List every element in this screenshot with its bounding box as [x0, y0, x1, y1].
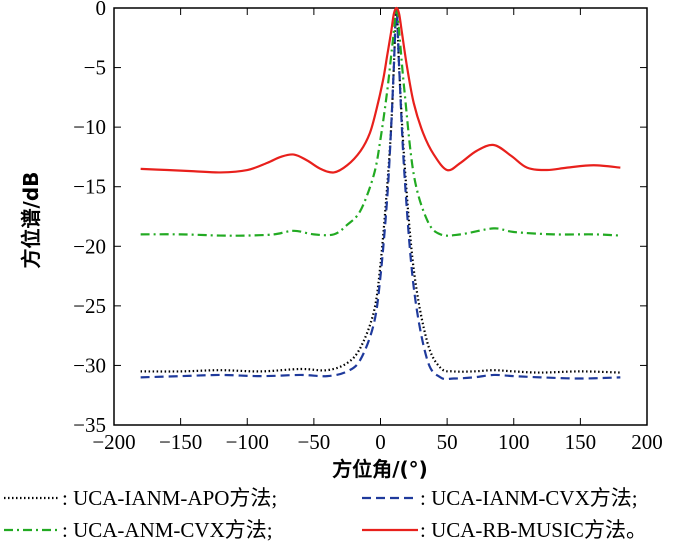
series-line-2 [140, 6, 621, 381]
legend: : UCA-IANM-APO方法; : UCA-IANM-CVX方法; : UCA-… [4, 486, 647, 542]
y-tick-label: −15 [73, 175, 106, 199]
legend-label-2: : UCA-IANM-CVX方法; [420, 486, 638, 510]
x-tick-label: −100 [226, 430, 269, 454]
legend-label-4: : UCA-RB-MUSIC方法。 [420, 518, 647, 542]
y-axis-label: 方位谱/dB [19, 172, 43, 269]
legend-label-3: : UCA-ANM-CVX方法; [62, 518, 273, 542]
x-tick-label: −50 [297, 430, 330, 454]
y-tick-label: −20 [73, 234, 106, 258]
x-tick-label: 200 [631, 430, 663, 454]
y-tick-label: −5 [84, 56, 106, 80]
y-tick-label: −30 [73, 353, 106, 377]
y-tick-label: −10 [73, 115, 106, 139]
x-tick-label: 100 [498, 430, 530, 454]
x-tick-label: 50 [437, 430, 458, 454]
y-tick-label: 0 [96, 0, 107, 20]
y-tick-label: −35 [73, 413, 106, 437]
x-tick-label: 0 [375, 430, 386, 454]
x-tick-label: −200 [92, 430, 135, 454]
series-layer [140, 6, 621, 381]
series-line-1 [140, 6, 621, 374]
y-axis-ticks: 0 −5 −10 −15 −20 −25 −30 −35 [73, 0, 647, 437]
y-tick-label: −25 [73, 294, 106, 318]
x-tick-label: −150 [159, 430, 202, 454]
series-line-4 [140, 6, 621, 174]
x-axis-ticks: −200 −150 −100 −50 0 50 100 150 200 [92, 8, 663, 454]
plot-area-frame [113, 7, 648, 426]
x-axis-label: 方位角/(°) [332, 457, 428, 481]
legend-label-1: : UCA-IANM-APO方法; [62, 486, 277, 510]
series-line-3 [140, 6, 621, 237]
x-tick-label: 150 [565, 430, 597, 454]
